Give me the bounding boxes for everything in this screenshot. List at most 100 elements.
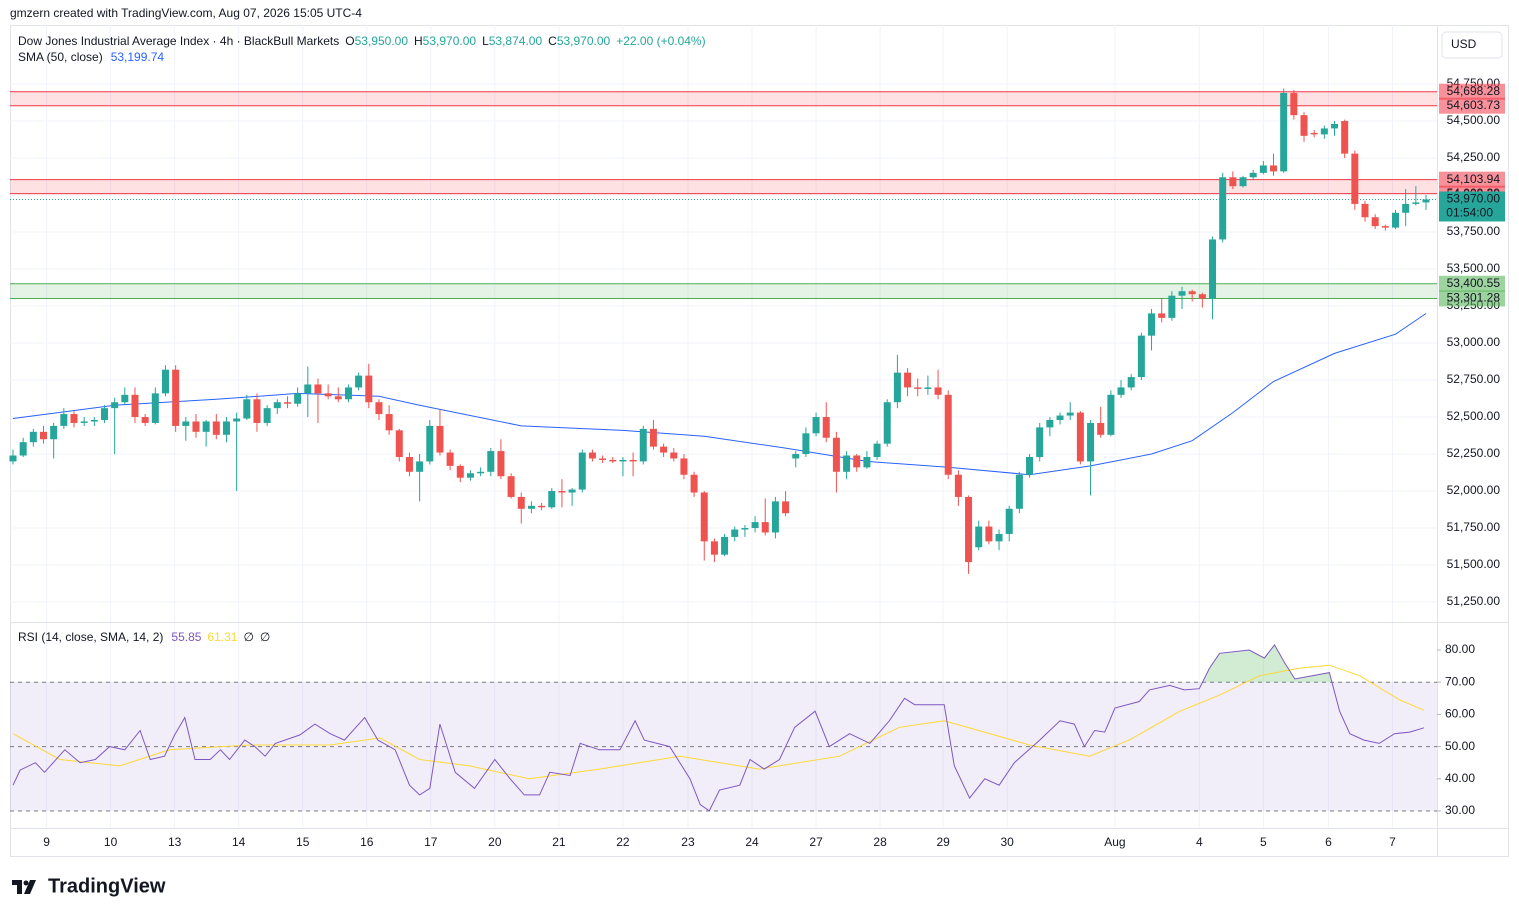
candle-body — [19, 442, 27, 456]
candle-body — [253, 399, 261, 423]
x-tick-label: 29 — [936, 835, 950, 849]
currency-button[interactable] — [1441, 31, 1503, 59]
candle-body — [599, 458, 607, 460]
x-tick-label: 5 — [1260, 835, 1267, 849]
candle-body — [304, 384, 312, 394]
rsi-value: 55.85 — [171, 630, 201, 644]
candle-body — [1270, 165, 1278, 172]
candle-body — [1280, 92, 1288, 172]
candle-body — [802, 433, 810, 455]
candle-body — [29, 431, 37, 443]
x-tick-label: 17 — [424, 835, 438, 849]
candle-body — [893, 372, 901, 403]
y-tick-label: 52,500.00 — [1447, 409, 1501, 423]
plot-layer: 9 10 13 14 15 16 17 20 21 22 23 24 27 28 29 30 Aug 4 5 6 7 54… — [9, 25, 1505, 849]
y-tick-label: 53,500.00 — [1447, 261, 1501, 275]
candle-body — [1229, 177, 1237, 187]
candle-body — [1381, 226, 1389, 228]
x-tick-label: 24 — [745, 835, 759, 849]
candle-body — [761, 522, 769, 533]
y-tick-label: 54,250.00 — [1447, 150, 1501, 164]
candle-body — [751, 522, 759, 529]
candle-body — [1158, 313, 1166, 318]
candle-body — [914, 387, 922, 389]
zone-price-label-bg — [1439, 290, 1505, 307]
candle-body — [1331, 124, 1339, 129]
overbought-fill — [13, 644, 1424, 683]
zone-price-label: 54,103.94 — [1447, 172, 1501, 186]
rsi-line — [12, 643, 1425, 812]
zone-fill — [10, 283, 1437, 299]
candle-body — [39, 431, 47, 440]
ohlc-key: L — [482, 34, 489, 48]
ohlc-value: 53,874.00 — [489, 34, 543, 48]
candle-body — [446, 452, 454, 466]
candle-body — [619, 459, 627, 462]
candle-body — [1066, 412, 1074, 416]
legend-sma: SMA (50, close) 53,199.74 — [18, 50, 164, 64]
zone-price-label: 53,400.55 — [1447, 276, 1501, 290]
zone-fill — [10, 179, 1437, 194]
candle-body — [497, 451, 505, 477]
zone — [10, 283, 1437, 299]
candle-body — [111, 402, 119, 409]
candle-body — [822, 417, 830, 438]
zone — [10, 91, 1437, 107]
x-tick-label: 6 — [1325, 835, 1332, 849]
change: +22.00 (+0.04%) — [616, 34, 705, 48]
candle-body — [1259, 165, 1267, 173]
y-tick-label: 51,500.00 — [1447, 557, 1501, 571]
x-tick-label: 22 — [616, 835, 630, 849]
candle-body — [1209, 239, 1217, 299]
candle-body — [385, 414, 393, 431]
candle-body — [873, 443, 881, 457]
y-tick-label: 52,000.00 — [1447, 483, 1501, 497]
x-tick-label: 21 — [552, 835, 566, 849]
candle-body — [588, 452, 596, 459]
x-tick-label: 14 — [232, 835, 246, 849]
rsi-name: RSI (14, close, SMA, 14, 2) — [18, 630, 163, 644]
candle-body — [568, 489, 576, 493]
candle-body — [578, 452, 586, 490]
logo-text: TradingView — [48, 875, 166, 897]
rsi-extra: ∅ — [243, 630, 253, 644]
candle-body — [1168, 295, 1176, 318]
candle-body — [212, 421, 220, 435]
rsi-tick-label: 40.00 — [1445, 771, 1475, 785]
candle-body — [1127, 377, 1135, 388]
x-tick-label: 4 — [1196, 835, 1203, 849]
ohlc-value: 53,970.00 — [423, 34, 477, 48]
candle-body — [1148, 313, 1156, 336]
candle-body — [151, 393, 159, 423]
candle-body — [792, 454, 800, 459]
ohlc-key: O — [345, 34, 354, 48]
candle-body — [222, 421, 230, 435]
candle-body — [273, 402, 281, 409]
zone-price-label-bg — [1439, 275, 1505, 292]
zone-price-label-bg — [1439, 171, 1505, 188]
candle-body — [131, 394, 139, 418]
x-tick-label: Aug — [1104, 835, 1125, 849]
ohlc-value: 53,970.00 — [557, 34, 611, 48]
y-tick-label: 54,500.00 — [1447, 113, 1501, 127]
zone-price-label: 54,603.73 — [1447, 98, 1501, 112]
candle-body — [1371, 217, 1379, 227]
candle-body — [233, 418, 241, 422]
candle-body — [50, 425, 58, 440]
currency[interactable]: USD — [1451, 37, 1477, 51]
candle-body — [843, 455, 851, 472]
candle-body — [1015, 474, 1023, 509]
zone-price-label-bg — [1439, 83, 1505, 100]
candle-body — [324, 393, 332, 397]
candle-body — [487, 451, 495, 472]
candle-body — [538, 505, 546, 508]
candle-body — [934, 387, 942, 395]
x-tick-label: 9 — [43, 835, 50, 849]
candle-body — [182, 421, 190, 426]
candle-body — [954, 474, 962, 497]
x-tick-label: 28 — [873, 835, 887, 849]
rsi-tick-label: 50.00 — [1445, 739, 1475, 753]
rsi-sma-value: 61.31 — [207, 630, 237, 644]
